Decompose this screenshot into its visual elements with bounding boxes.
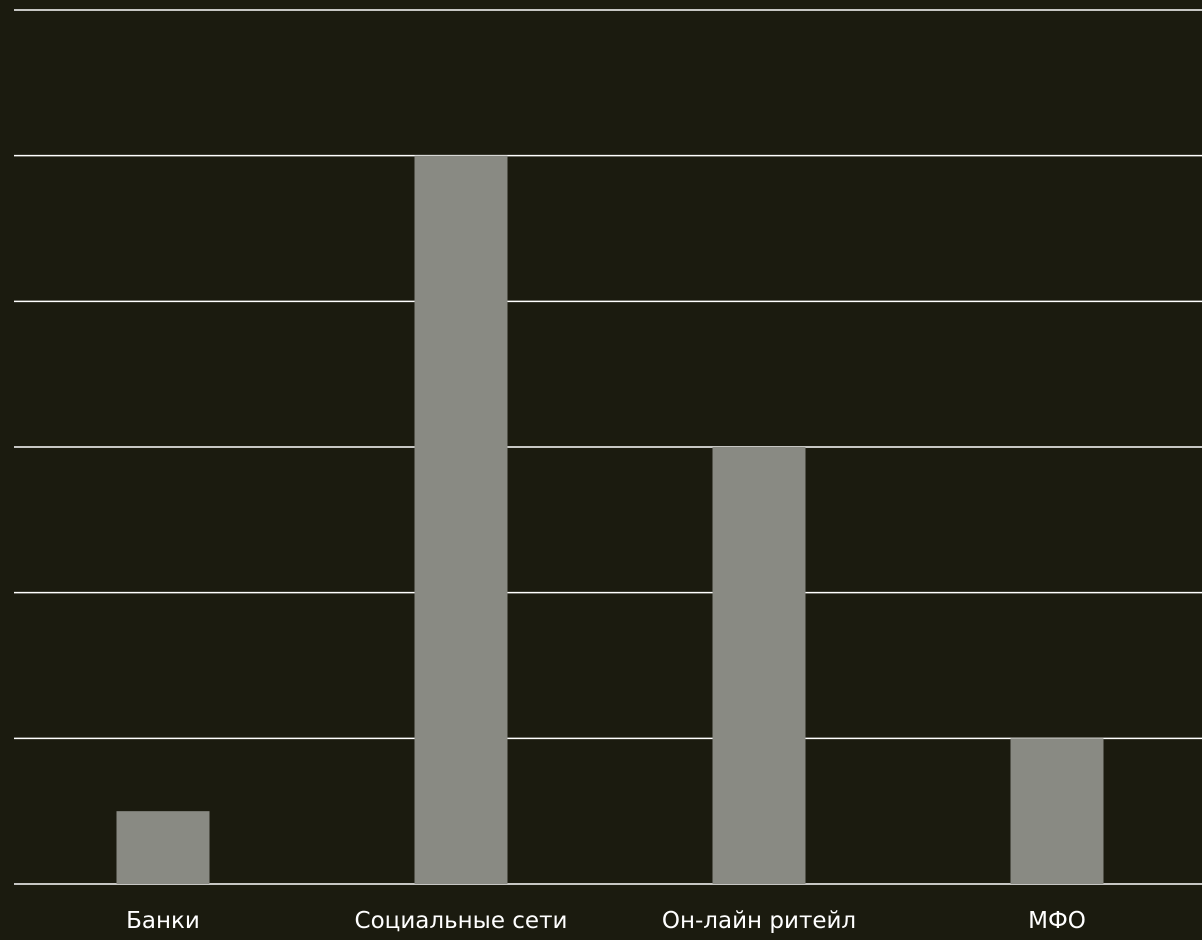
bar xyxy=(1010,738,1104,884)
bar xyxy=(414,155,508,884)
category-label: Социальные сети xyxy=(355,908,568,934)
category-label: Банки xyxy=(126,908,200,934)
gridlines xyxy=(14,9,1202,885)
bars xyxy=(116,155,1104,884)
bar xyxy=(116,811,210,884)
bar xyxy=(712,447,806,884)
category-labels: Банки Социальные сети Он-лайн ритейл МФО xyxy=(126,908,1086,934)
category-label: Он-лайн ритейл xyxy=(662,908,856,934)
category-label: МФО xyxy=(1028,908,1086,934)
